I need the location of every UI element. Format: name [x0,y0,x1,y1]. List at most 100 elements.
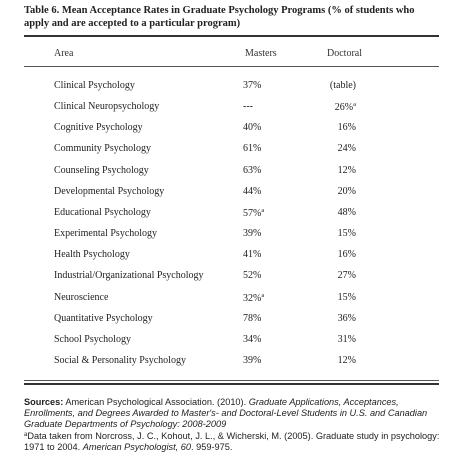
masters-footnote-marker: a [261,206,265,214]
doctoral-cell: 12% [338,355,356,366]
table-row: Industrial/Organizational Psychology 52% 2… [0,270,463,284]
table-row: Cognitive Psychology 40% 16% [0,122,463,136]
masters-cell: 39% [243,228,261,239]
table-row: Experimental Psychology 39% 15% [0,228,463,242]
area-cell: Counseling Psychology [54,164,149,176]
doctoral-value: 31% [337,333,356,345]
doctoral-cell: 26%a [335,101,356,113]
table-row: Developmental Psychology 44% 20% [0,186,463,200]
doctoral-value: 16% [337,249,356,261]
area-cell: Health Psychology [54,249,130,261]
table-row: School Psychology 34% 31% [0,334,463,348]
header-masters: Masters [245,48,277,59]
area-cell: School Psychology [54,333,131,345]
area-cell: Experimental Psychology [54,228,158,240]
masters-cell: 52% [243,270,261,281]
doctoral-value: 36% [337,312,356,324]
doctoral-value: 15% [337,291,356,303]
table-row: Quantitative Psychology 78% 36% [0,313,463,327]
masters-value: 34% [243,333,262,345]
doctoral-value: 16% [337,122,356,134]
masters-value: 63% [243,164,262,176]
masters-value: 37% [243,80,262,91]
bottom-rule-1 [24,380,439,381]
footnote: aData taken from Norcross, J. C., Kohout… [24,430,449,453]
doctoral-cell: (table) [330,80,356,91]
masters-cell: 61% [243,143,261,154]
footnote-text: Data taken from Norcross, J. C., Kohout,… [24,431,440,452]
header-rule [24,66,439,67]
masters-footnote-marker: a [261,291,265,299]
masters-cell: 32%a [243,292,264,304]
table-row: Health Psychology 41% 16% [0,249,463,263]
table-row: Clinical Psychology 37% (table) [0,80,463,94]
doctoral-cell: 16% [338,122,356,133]
masters-cell: 78% [243,313,261,324]
masters-value: 39% [243,354,262,366]
masters-value: 52% [243,270,262,282]
masters-value: 61% [243,143,262,155]
area-cell: Community Psychology [54,143,151,155]
source-citation: Sources: American Psychological Associat… [24,397,449,430]
source-text: American Psychological Association. (201… [63,397,249,407]
doctoral-cell: 15% [338,292,356,303]
masters-cell: 63% [243,165,261,176]
top-rule [24,35,439,37]
area-cell: Cognitive Psychology [54,122,143,134]
masters-cell: 44% [243,186,261,197]
masters-cell: --- [243,101,253,112]
doctoral-value: 20% [337,185,356,197]
doctoral-value: 12% [337,354,356,366]
table-row: Counseling Psychology 63% 12% [0,165,463,179]
masters-value: 40% [243,122,262,134]
area-cell: Developmental Psychology [54,185,165,197]
area-cell: Neuroscience [54,291,109,303]
doctoral-cell: 15% [338,228,356,239]
doctoral-cell: 24% [338,143,356,154]
doctoral-footnote-marker: a [353,101,356,109]
table-row: Social & Personality Psychology 39% 12% [0,355,463,369]
table-row: Community Psychology 61% 24% [0,143,463,157]
header-doctoral: Doctoral [327,48,362,59]
doctoral-cell: 36% [338,313,356,324]
masters-cell: 41% [243,249,261,260]
footnote-pages: . 959-975. [191,442,233,452]
masters-value: --- [243,101,253,113]
area-cell: Social & Personality Psychology [54,354,186,366]
area-cell: Quantitative Psychology [54,312,153,324]
footnote-marker: a [24,432,28,438]
doctoral-value: 12% [337,164,356,176]
masters-value: 78% [243,312,262,324]
masters-value: 44% [243,185,262,197]
table-notes: Sources: American Psychological Associat… [24,397,449,453]
doctoral-cell: 27% [338,270,356,281]
header-area: Area [54,48,74,59]
table-row: Clinical Neuropsychology --- 26%a [0,101,463,115]
masters-value: 41% [243,249,262,261]
bottom-rule-2 [24,383,439,385]
doctoral-value: 24% [337,143,356,155]
area-cell: Educational Psychology [54,206,151,218]
doctoral-cell: 20% [338,186,356,197]
masters-value: 32% [243,292,262,304]
masters-cell: 40% [243,122,261,133]
doctoral-cell: 12% [338,165,356,176]
footnote-journal: American Psychologist, 60 [82,442,192,452]
doctoral-value: 26% [334,102,354,114]
doctoral-value: 48% [337,206,356,218]
masters-value: 39% [243,228,262,240]
doctoral-cell: 31% [338,334,356,345]
masters-cell: 57%a [243,207,264,219]
masters-cell: 34% [243,334,261,345]
masters-cell: 39% [243,355,261,366]
table-row: Educational Psychology 57%a 48% [0,207,463,221]
source-title: Graduate Applications, Acceptances, Enro… [24,397,428,429]
table-row: Neuroscience 32%a 15% [0,292,463,306]
table-title: Table 6. Mean Acceptance Rates in Gradua… [24,5,415,29]
doctoral-value: 15% [337,228,356,240]
doctoral-value: (table) [329,80,356,91]
area-cell: Clinical Psychology [54,80,135,91]
sources-label: Sources: [24,397,64,407]
doctoral-cell: 48% [338,207,356,218]
doctoral-value: 27% [337,270,356,282]
